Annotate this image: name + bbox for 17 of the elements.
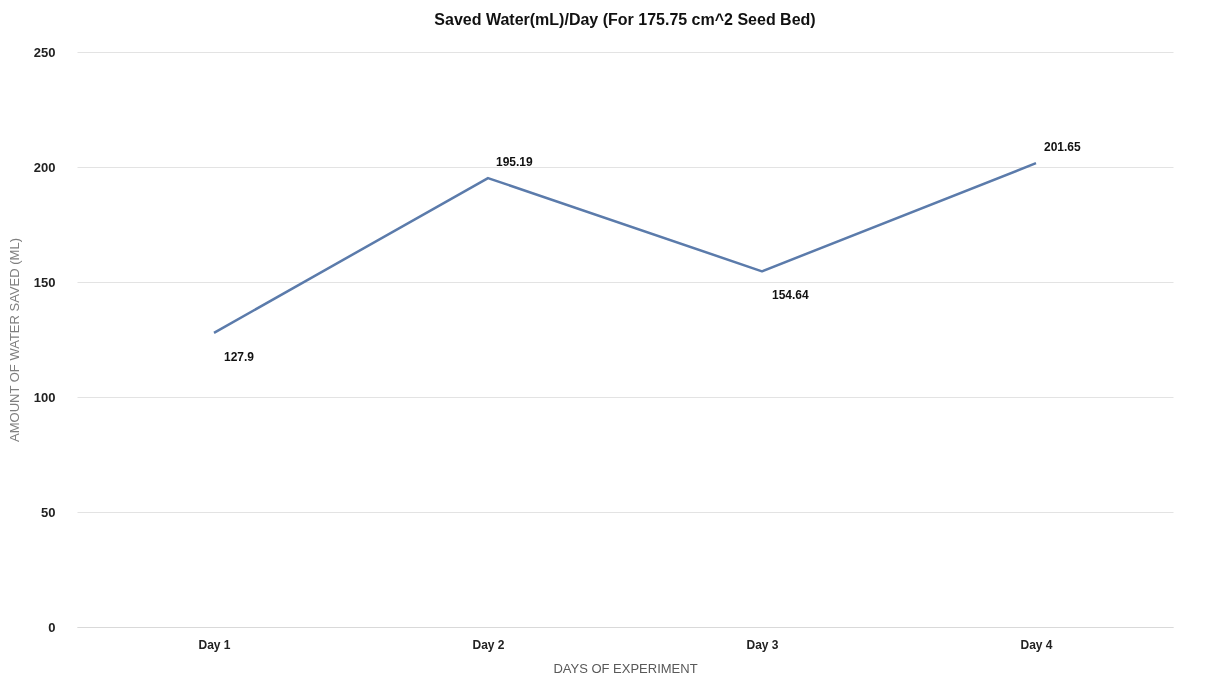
data-label: 195.19 <box>496 155 534 170</box>
y-tick-label: 200 <box>33 159 56 175</box>
chart-title: Saved Water(mL)/Day (For 175.75 cm^2 Seed Bed) <box>434 11 816 28</box>
y-tick-label: 250 <box>33 44 56 60</box>
x-tick-label: Day 1 <box>198 637 231 652</box>
data-label: 201.65 <box>1044 140 1082 155</box>
y-tick-label: 100 <box>33 389 56 405</box>
x-tick-label: Day 3 <box>746 637 779 652</box>
y-axis-title: AMOUNT OF WATER SAVED (ML) <box>6 238 22 442</box>
data-label: 127.9 <box>224 349 255 364</box>
y-tick-label: 50 <box>41 504 56 520</box>
data-label: 154.64 <box>772 288 810 303</box>
x-tick-label: Day 2 <box>472 637 505 652</box>
y-tick-label: 150 <box>33 274 56 290</box>
y-tick-label: 0 <box>48 619 56 635</box>
x-tick-label: Day 4 <box>1020 637 1053 652</box>
x-axis-title: DAYS OF EXPERIMENT <box>553 660 698 676</box>
